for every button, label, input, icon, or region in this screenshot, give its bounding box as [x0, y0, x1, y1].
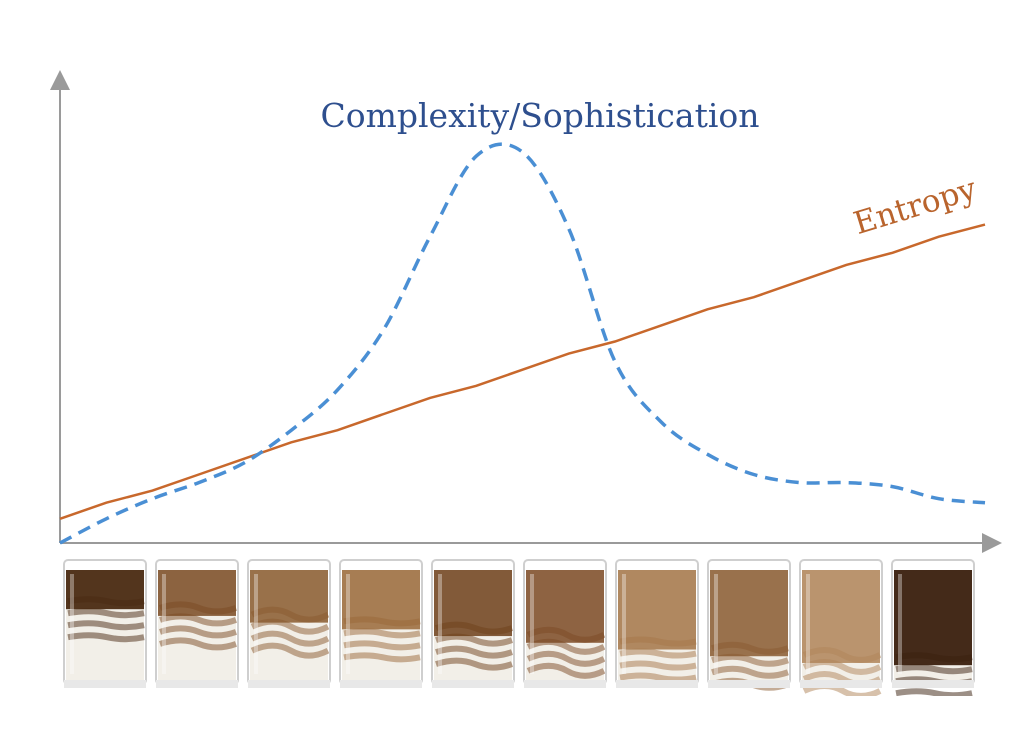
glass-1	[63, 559, 147, 688]
series-line-entropy	[59, 223, 986, 520]
glass-4	[339, 559, 423, 688]
glass-8	[707, 559, 791, 691]
series-line-complexity	[59, 142, 986, 545]
glass-10	[891, 559, 975, 699]
glass-3	[247, 559, 331, 688]
series-layer	[59, 142, 986, 545]
glasses	[63, 559, 975, 699]
glass-9	[799, 559, 883, 699]
glass-6	[523, 559, 607, 688]
glass-7	[615, 559, 699, 688]
glass-2	[155, 559, 239, 688]
glass-5	[431, 559, 515, 688]
series-label-complexity: Complexity/Sophistication	[320, 96, 759, 135]
glass-row	[60, 556, 980, 699]
